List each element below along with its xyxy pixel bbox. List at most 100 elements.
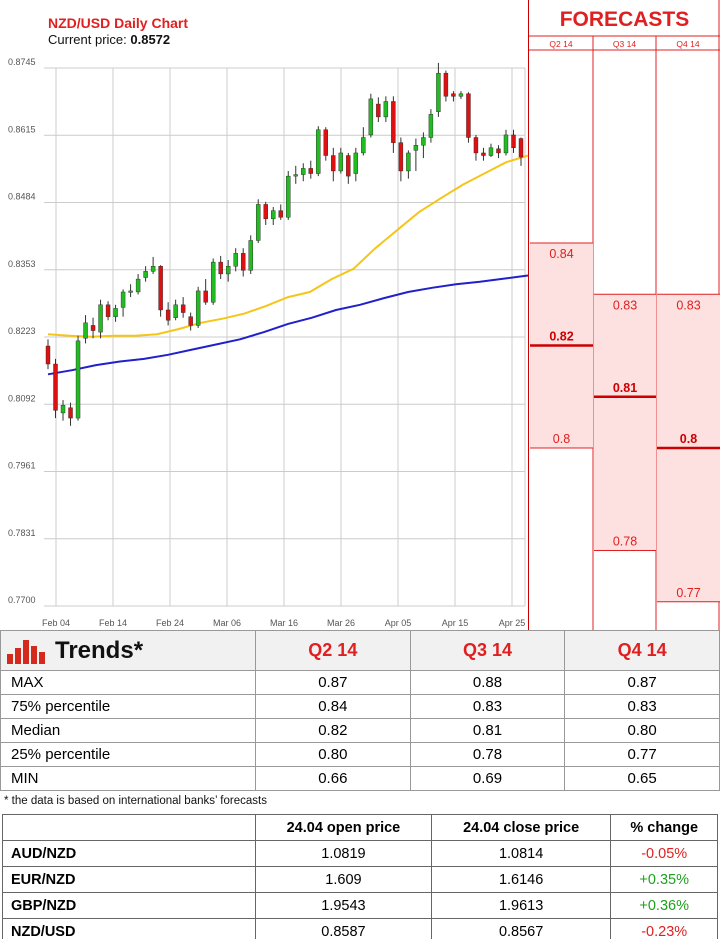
prices-header-open: 24.04 open price bbox=[255, 814, 432, 841]
candle-down bbox=[53, 363, 58, 411]
candle-up bbox=[195, 290, 201, 326]
pair-name: NZD/USD bbox=[2, 918, 256, 939]
forecast-p75-label: 0.83 bbox=[676, 298, 700, 312]
change-value: +0.36% bbox=[610, 892, 718, 919]
forecast-p75-label: 0.84 bbox=[549, 247, 573, 261]
cell-value: 0.78 bbox=[409, 742, 566, 767]
candle-down bbox=[481, 152, 486, 156]
trends-header-q3: Q3 14 bbox=[409, 630, 566, 671]
cell-value: 0.77 bbox=[564, 742, 720, 767]
candle-down bbox=[68, 407, 73, 419]
cell-value: 0.87 bbox=[564, 670, 720, 695]
candle-up bbox=[361, 137, 366, 154]
forecast-median-label: 0.81 bbox=[613, 381, 637, 395]
candle-down bbox=[278, 210, 283, 218]
pair-name: AUD/NZD bbox=[2, 840, 256, 867]
candle-up bbox=[248, 240, 253, 271]
candle-down bbox=[188, 316, 193, 326]
candle-down bbox=[398, 142, 404, 172]
table-row: NZD/USD 0.8587 0.8567 -0.23% bbox=[2, 918, 718, 939]
change-value: -0.05% bbox=[610, 840, 718, 867]
candle-up bbox=[210, 261, 216, 303]
candle-up bbox=[503, 134, 509, 154]
change-value: +0.35% bbox=[610, 866, 718, 893]
y-tick-label: 0.8353 bbox=[8, 259, 36, 269]
candle-up bbox=[60, 405, 66, 414]
pair-name: EUR/NZD bbox=[2, 866, 256, 893]
open-price: 1.609 bbox=[255, 866, 432, 893]
price-label: Current price: bbox=[48, 32, 131, 47]
candle-down bbox=[323, 129, 328, 156]
candle-up bbox=[128, 290, 133, 293]
candle-up bbox=[383, 101, 389, 118]
candle-up bbox=[150, 266, 156, 272]
candle-down bbox=[391, 101, 396, 143]
table-row: GBP/NZD 1.9543 1.9613 +0.36% bbox=[2, 892, 718, 919]
candle-up bbox=[173, 304, 178, 318]
candle-up bbox=[368, 98, 374, 136]
trends-header-q2: Q2 14 bbox=[255, 630, 411, 671]
y-tick-label: 0.8745 bbox=[8, 57, 36, 67]
candle-down bbox=[451, 93, 456, 97]
candle-up bbox=[233, 253, 238, 267]
candle-up bbox=[428, 114, 434, 138]
candle-down bbox=[218, 261, 223, 275]
prices-table: 24.04 open price 24.04 close price % cha… bbox=[2, 814, 718, 939]
x-tick-label: Feb 04 bbox=[42, 618, 70, 628]
candle-down bbox=[203, 290, 208, 303]
footnote: * the data is based on international ban… bbox=[4, 795, 267, 807]
trends-header-row: Trends* Q2 14 Q3 14 Q4 14 bbox=[0, 630, 720, 671]
table-row: Median 0.82 0.81 0.80 bbox=[0, 718, 720, 743]
candle-up bbox=[271, 210, 276, 220]
prices-header-change: % change bbox=[610, 814, 718, 841]
candle-up bbox=[353, 152, 359, 174]
candle-down bbox=[165, 309, 171, 321]
cell-value: 0.88 bbox=[409, 670, 566, 695]
forecast-p25-label: 0.8 bbox=[553, 432, 570, 446]
close-price: 1.0814 bbox=[430, 840, 612, 867]
candle-down bbox=[331, 155, 336, 172]
cell-value: 0.69 bbox=[409, 766, 566, 791]
table-row: MIN 0.66 0.69 0.65 bbox=[0, 766, 720, 791]
cell-value: 0.84 bbox=[255, 694, 411, 719]
y-tick-label: 0.8615 bbox=[8, 124, 36, 134]
candle-up bbox=[143, 271, 148, 278]
candle-down bbox=[346, 155, 351, 177]
forecast-range-box bbox=[594, 294, 656, 551]
candle-up bbox=[316, 129, 321, 174]
y-tick-label: 0.8092 bbox=[8, 393, 36, 403]
candlestick-chart: 0.8745 0.8615 0.8484 0.8353 0.8223 0.8092 0.79… bbox=[8, 57, 529, 628]
candle-up bbox=[256, 204, 261, 241]
cell-value: 0.81 bbox=[409, 718, 566, 743]
candle-up bbox=[293, 174, 298, 177]
candle-down bbox=[180, 304, 186, 313]
candle-down bbox=[308, 168, 313, 174]
candle-down bbox=[263, 204, 268, 220]
close-price: 1.6146 bbox=[430, 866, 612, 893]
cell-value: 0.80 bbox=[564, 718, 720, 743]
open-price: 0.8587 bbox=[255, 918, 432, 939]
cell-value: 0.82 bbox=[255, 718, 411, 743]
candle-up bbox=[225, 266, 231, 275]
x-tick-label: Feb 14 bbox=[99, 618, 127, 628]
candle-down bbox=[473, 137, 479, 154]
forecast-median-label: 0.8 bbox=[680, 432, 697, 446]
prices-header-empty bbox=[2, 814, 256, 841]
candle-up bbox=[421, 137, 426, 146]
x-tick-label: Mar 16 bbox=[270, 618, 298, 628]
candle-down bbox=[496, 148, 501, 154]
row-label: 75% percentile bbox=[0, 694, 256, 719]
pair-name: GBP/NZD bbox=[2, 892, 256, 919]
candle-up bbox=[458, 93, 464, 97]
trends-table: Trends* Q2 14 Q3 14 Q4 14 MAX 0.87 0.88 … bbox=[0, 630, 720, 791]
candle-down bbox=[241, 253, 246, 271]
x-tick-label: Mar 26 bbox=[327, 618, 355, 628]
cell-value: 0.66 bbox=[255, 766, 411, 791]
open-price: 1.0819 bbox=[255, 840, 432, 867]
forecast-quarter-label: Q2 14 bbox=[549, 39, 572, 49]
candle-up bbox=[413, 145, 419, 151]
table-row: EUR/NZD 1.609 1.6146 +0.35% bbox=[2, 866, 718, 893]
candle-up bbox=[488, 147, 494, 156]
candle-down bbox=[518, 138, 524, 158]
